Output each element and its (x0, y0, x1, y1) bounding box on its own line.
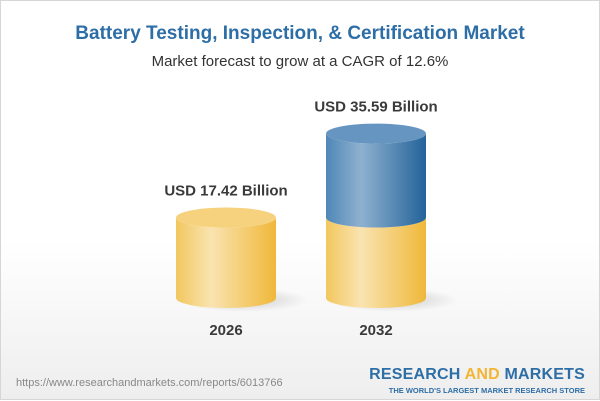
cylinder-top-cap (326, 123, 426, 144)
cylinder-base-segment (176, 217, 276, 308)
logo-markets: MARKETS (504, 366, 585, 383)
cylinder-growth-segment (326, 133, 426, 228)
cylinder-base-segment (326, 217, 426, 308)
data-label: USD 35.59 Billion (314, 99, 437, 116)
source-url[interactable]: https://www.researchandmarkets.com/repor… (16, 377, 283, 389)
logo-and: AND (464, 366, 500, 383)
research-and-markets-logo: RESEARCH AND MARKETS THE WORLD'S LARGEST… (369, 366, 585, 396)
logo-research: RESEARCH (369, 366, 461, 383)
data-label: USD 17.42 Billion (164, 183, 287, 200)
cylinder-top-cap (176, 207, 276, 228)
chart-title: Battery Testing, Inspection, & Certifica… (75, 23, 525, 44)
category-label: 2032 (359, 322, 392, 339)
chart-subtitle: Market forecast to grow at a CAGR of 12.… (151, 53, 449, 70)
category-label: 2026 (209, 322, 242, 339)
logo-tagline: THE WORLD'S LARGEST MARKET RESEARCH STOR… (388, 386, 585, 395)
